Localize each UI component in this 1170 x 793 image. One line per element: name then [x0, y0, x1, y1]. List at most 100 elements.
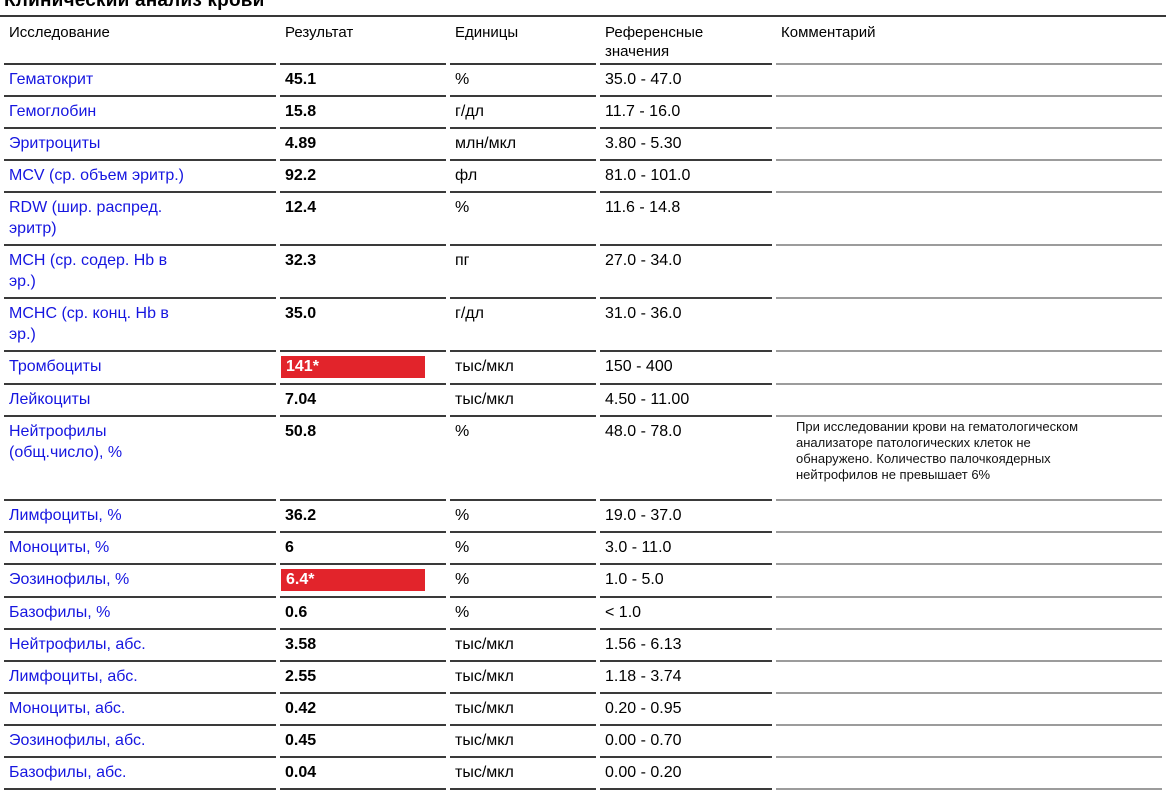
test-name-link[interactable]: MCH (ср. содер. Hb в эр.) [4, 246, 276, 299]
comment-cell: При исследовании крови на гематологическ… [776, 417, 1162, 501]
table-row: Лимфоциты, абс. 2.55 тыс/мкл 1.18 - 3.74 [4, 662, 1162, 694]
units-value: тыс/мкл [450, 630, 596, 662]
table-row: RDW (шир. распред. эритр) 12.4 % 11.6 - … [4, 193, 1162, 246]
comment-cell [776, 533, 1162, 565]
header-row: Исследование Результат Единицы Референсн… [4, 17, 1162, 65]
comment-cell [776, 97, 1162, 129]
units-value: г/дл [450, 299, 596, 352]
reference-value: 150 - 400 [600, 352, 772, 385]
comment-cell [776, 299, 1162, 352]
result-value: 141* [280, 352, 446, 385]
reference-value: 35.0 - 47.0 [600, 65, 772, 97]
test-name-link[interactable]: MCV (ср. объем эритр.) [4, 161, 276, 193]
units-value: пг [450, 246, 596, 299]
reference-value: 0.20 - 0.95 [600, 694, 772, 726]
table-row: Лейкоциты 7.04 тыс/мкл 4.50 - 11.00 [4, 385, 1162, 417]
test-name-link[interactable]: Эритроциты [4, 129, 276, 161]
reference-value: 1.56 - 6.13 [600, 630, 772, 662]
table-row: Моноциты, абс. 0.42 тыс/мкл 0.20 - 0.95 [4, 694, 1162, 726]
units-value: тыс/мкл [450, 758, 596, 790]
table-row: Эозинофилы, % 6.4* % 1.0 - 5.0 [4, 565, 1162, 598]
result-value: 0.42 [280, 694, 446, 726]
units-value: млн/мкл [450, 129, 596, 161]
test-name-link[interactable]: Базофилы, % [4, 598, 276, 630]
comment-cell [776, 630, 1162, 662]
result-value: 0.45 [280, 726, 446, 758]
comment-cell [776, 65, 1162, 97]
units-value: тыс/мкл [450, 726, 596, 758]
reference-value: 31.0 - 36.0 [600, 299, 772, 352]
units-value: г/дл [450, 97, 596, 129]
reference-value: 81.0 - 101.0 [600, 161, 772, 193]
result-value: 6.4* [280, 565, 446, 598]
comment-cell [776, 193, 1162, 246]
test-name-link[interactable]: Нейтрофилы (общ.число), % [4, 417, 276, 501]
units-value: % [450, 417, 596, 501]
units-value: % [450, 533, 596, 565]
table-row: Тромбоциты 141* тыс/мкл 150 - 400 [4, 352, 1162, 385]
test-name-link[interactable]: Лимфоциты, абс. [4, 662, 276, 694]
result-value: 2.55 [280, 662, 446, 694]
column-header-comment: Комментарий [776, 17, 1162, 65]
test-name-link[interactable]: Гематокрит [4, 65, 276, 97]
test-name-link[interactable]: Тромбоциты [4, 352, 276, 385]
table-row: Нейтрофилы, абс. 3.58 тыс/мкл 1.56 - 6.1… [4, 630, 1162, 662]
test-name-link[interactable]: Лейкоциты [4, 385, 276, 417]
comment-cell [776, 662, 1162, 694]
comment-cell [776, 129, 1162, 161]
result-value: 36.2 [280, 501, 446, 533]
units-value: % [450, 565, 596, 598]
units-value: тыс/мкл [450, 694, 596, 726]
reference-value: 4.50 - 11.00 [600, 385, 772, 417]
test-name-link[interactable]: Моноциты, абс. [4, 694, 276, 726]
report-title-clip: Клинический анализ крови [0, 0, 1170, 10]
test-name-link[interactable]: RDW (шир. распред. эритр) [4, 193, 276, 246]
column-header-reference: Референсные значения [600, 17, 772, 65]
result-value: 7.04 [280, 385, 446, 417]
units-value: % [450, 598, 596, 630]
test-name-link[interactable]: Эозинофилы, % [4, 565, 276, 598]
test-name-link[interactable]: Моноциты, % [4, 533, 276, 565]
table-row: MCHC (ср. конц. Hb в эр.) 35.0 г/дл 31.0… [4, 299, 1162, 352]
result-value: 50.8 [280, 417, 446, 501]
reference-value: 1.0 - 5.0 [600, 565, 772, 598]
units-value: фл [450, 161, 596, 193]
comment-text: При исследовании крови на гематологическ… [796, 419, 1079, 482]
units-value: тыс/мкл [450, 385, 596, 417]
test-name-link[interactable]: Лимфоциты, % [4, 501, 276, 533]
result-flag: 141* [281, 356, 425, 378]
test-name-link[interactable]: MCHC (ср. конц. Hb в эр.) [4, 299, 276, 352]
comment-cell [776, 758, 1162, 790]
reference-value: 0.00 - 0.20 [600, 758, 772, 790]
test-name-link[interactable]: Эозинофилы, абс. [4, 726, 276, 758]
table-row: Моноциты, % 6 % 3.0 - 11.0 [4, 533, 1162, 565]
units-value: тыс/мкл [450, 662, 596, 694]
reference-value: 11.6 - 14.8 [600, 193, 772, 246]
column-header-units: Единицы [450, 17, 596, 65]
table-row: Базофилы, % 0.6 % < 1.0 [4, 598, 1162, 630]
test-name-link[interactable]: Нейтрофилы, абс. [4, 630, 276, 662]
result-value: 0.6 [280, 598, 446, 630]
units-value: % [450, 193, 596, 246]
lab-results-table: Исследование Результат Единицы Референсн… [0, 17, 1166, 793]
comment-cell [776, 726, 1162, 758]
reference-value: 27.0 - 34.0 [600, 246, 772, 299]
result-value: 35.0 [280, 299, 446, 352]
test-name-link[interactable]: Гемоглобин [4, 97, 276, 129]
reference-value: 11.7 - 16.0 [600, 97, 772, 129]
column-header-result: Результат [280, 17, 446, 65]
result-value: 92.2 [280, 161, 446, 193]
comment-cell [776, 161, 1162, 193]
table-row: MCH (ср. содер. Hb в эр.) 32.3 пг 27.0 -… [4, 246, 1162, 299]
comment-cell [776, 565, 1162, 598]
table-row: Нейтрофилы (общ.число), % 50.8 % 48.0 - … [4, 417, 1162, 501]
comment-cell [776, 598, 1162, 630]
reference-value: 48.0 - 78.0 [600, 417, 772, 501]
reference-value: 0.00 - 0.70 [600, 726, 772, 758]
reference-value: 1.18 - 3.74 [600, 662, 772, 694]
table-row: MCV (ср. объем эритр.) 92.2 фл 81.0 - 10… [4, 161, 1162, 193]
units-value: тыс/мкл [450, 352, 596, 385]
test-name-link[interactable]: Базофилы, абс. [4, 758, 276, 790]
result-value: 32.3 [280, 246, 446, 299]
table-row: Эритроциты 4.89 млн/мкл 3.80 - 5.30 [4, 129, 1162, 161]
